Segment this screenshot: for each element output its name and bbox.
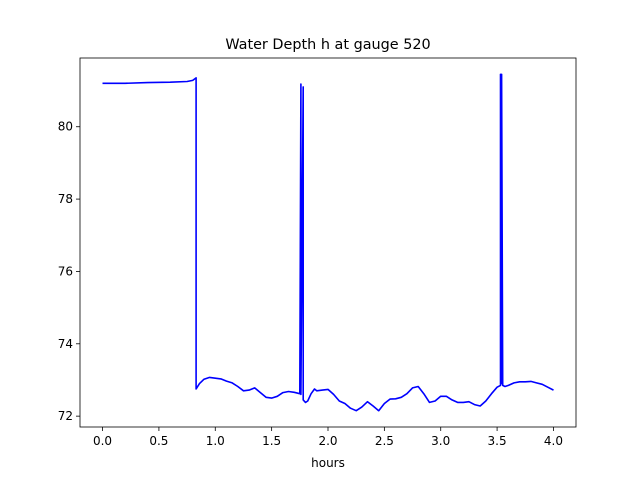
x-tick-label: 0.5 <box>149 434 168 448</box>
y-tick-label: 80 <box>58 120 73 134</box>
x-axis: 0.0 0.5 1.0 1.5 2.0 2.5 3.0 3.5 4.0 <box>93 427 563 448</box>
y-tick-label: 74 <box>58 337 73 351</box>
x-tick-label: 3.0 <box>431 434 450 448</box>
x-tick-label: 4.0 <box>544 434 563 448</box>
y-tick-label: 78 <box>58 192 73 206</box>
x-tick-label: 1.0 <box>206 434 225 448</box>
y-tick-label: 72 <box>58 409 73 423</box>
series-line <box>102 73 554 412</box>
x-tick-label: 3.5 <box>488 434 507 448</box>
x-tick-label: 2.5 <box>375 434 394 448</box>
x-tick-label: 1.5 <box>262 434 281 448</box>
x-tick-label: 0.0 <box>93 434 112 448</box>
plot-area <box>102 73 554 412</box>
x-tick-label: 2.0 <box>318 434 337 448</box>
y-tick-label: 76 <box>58 264 73 278</box>
plot-frame <box>79 57 577 428</box>
x-axis-label: hours <box>311 456 345 470</box>
chart-title: Water Depth h at gauge 520 <box>225 37 430 53</box>
y-axis: 72 74 76 78 80 <box>58 120 80 423</box>
